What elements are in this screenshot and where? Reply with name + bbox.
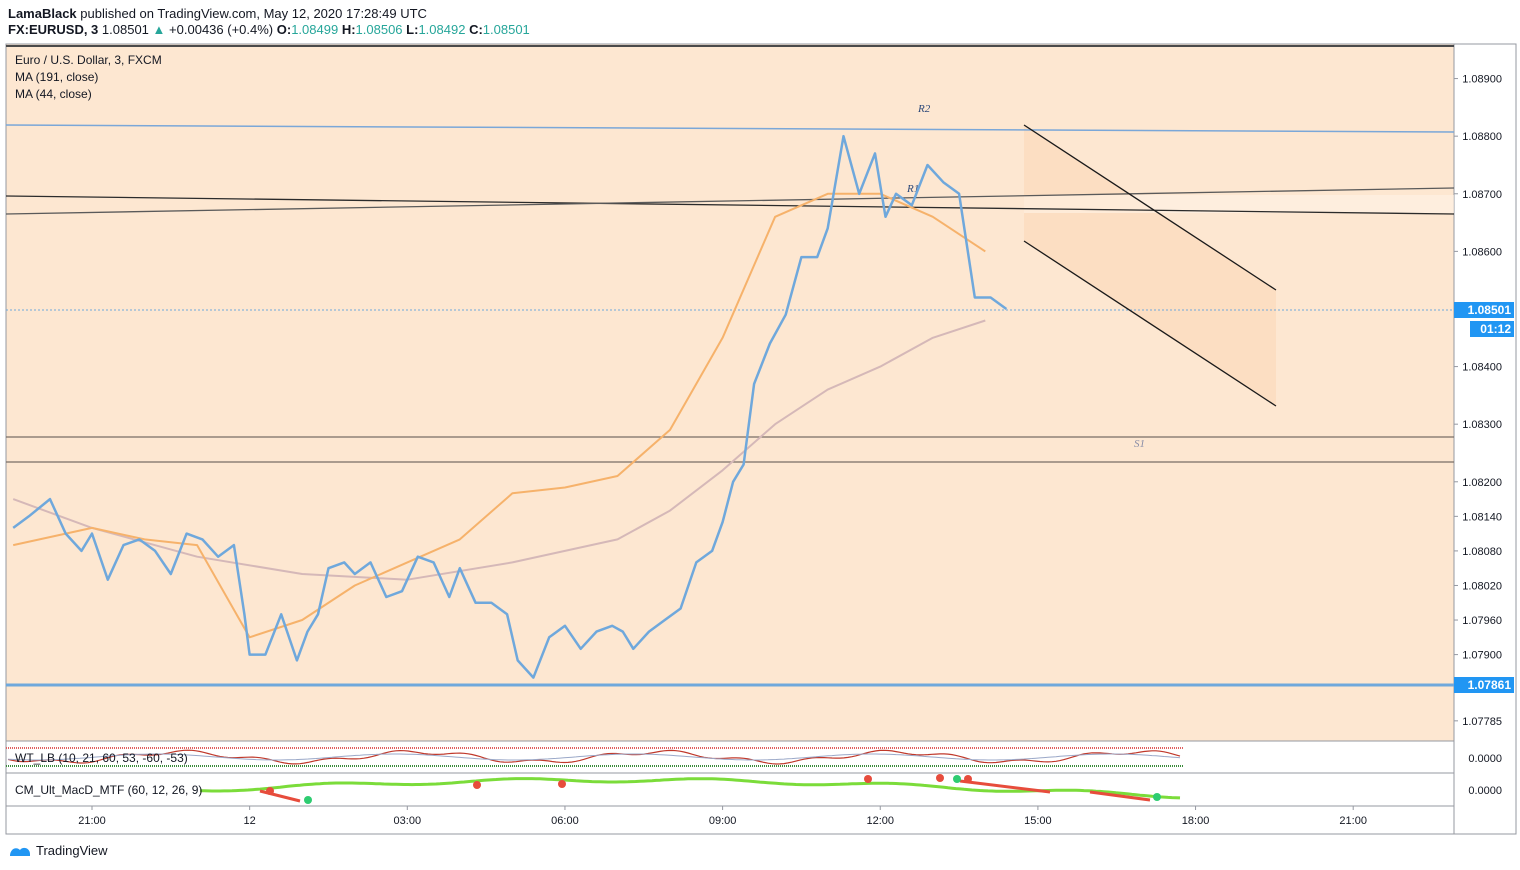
time-tick-label: 21:00 xyxy=(78,815,106,827)
wt-axis-value: 0.0000 xyxy=(1468,753,1502,765)
ma44-line xyxy=(12,192,986,639)
symbol-bar: FX:EURUSD, 3 1.08501 ▲ +0.00436 (+0.4%) … xyxy=(8,22,530,37)
time-tick-label: 12 xyxy=(244,815,256,827)
close-value: 1.08501 xyxy=(482,22,530,37)
price-tick-label: 1.08700 xyxy=(1462,189,1502,201)
price-tick-label: 1.08080 xyxy=(1462,546,1502,558)
high-value: 1.08506 xyxy=(355,22,403,37)
r1-upper-line[interactable] xyxy=(5,195,1455,215)
macd-cross-dot xyxy=(304,796,312,804)
price-line xyxy=(12,134,1008,679)
open-label: O: xyxy=(276,22,292,37)
macd-cross-dot xyxy=(964,775,972,783)
price-tick-label: 1.08600 xyxy=(1462,246,1502,258)
macd-cross-dot xyxy=(473,781,481,789)
price-tick-label: 1.08400 xyxy=(1462,362,1502,374)
macd-line xyxy=(199,777,1181,800)
countdown-badge-text: 01:12 xyxy=(1480,322,1511,336)
price-tick-label: 1.08900 xyxy=(1462,74,1502,86)
r2-trendline[interactable] xyxy=(5,124,1455,133)
price-tick-label: 1.07785 xyxy=(1462,716,1502,728)
wt-signal-line xyxy=(7,753,1181,761)
r1-zone xyxy=(1024,195,1454,213)
s1-label: S1 xyxy=(1134,438,1145,450)
low-value: 1.08492 xyxy=(418,22,466,37)
price-tick-label: 1.08140 xyxy=(1462,511,1502,523)
price-tick-label: 1.08300 xyxy=(1462,419,1502,431)
channel-upper-line[interactable] xyxy=(1023,124,1277,291)
time-tick-label: 03:00 xyxy=(394,815,422,827)
time-axis[interactable] xyxy=(5,805,1455,835)
macd-cross-dot xyxy=(558,780,566,788)
ma44-series xyxy=(12,192,986,639)
price-axis[interactable] xyxy=(1453,43,1517,835)
r2-label: R2 xyxy=(917,103,931,115)
open-value: 1.08499 xyxy=(291,22,339,37)
up-arrow-icon: ▲ xyxy=(152,22,166,37)
publish-text: published on TradingView.com, May 12, 20… xyxy=(80,6,427,21)
low-label: L: xyxy=(406,22,419,37)
main-pane[interactable] xyxy=(5,43,1455,742)
wt-wave-line xyxy=(7,749,1181,765)
wt-indicator-label[interactable]: WT_LB (10, 21, 60, 53, -60, -53) xyxy=(15,751,188,765)
publish-info: LamaBlack published on TradingView.com, … xyxy=(8,6,427,21)
legend-instrument[interactable]: Euro / U.S. Dollar, 3, FXCM xyxy=(15,53,162,67)
time-tick-label: 12:00 xyxy=(866,815,894,827)
tradingview-footer[interactable]: TradingView xyxy=(8,843,108,858)
symbol-label: FX:EURUSD, 3 xyxy=(8,22,99,37)
ma191-line xyxy=(12,319,986,581)
macd-cross-dot xyxy=(266,787,274,795)
macd-indicator-label[interactable]: CM_Ult_MacD_MTF (60, 12, 26, 9) xyxy=(15,783,203,797)
macd-cross-dot xyxy=(936,774,944,782)
macd-cross-dots xyxy=(266,774,1161,804)
time-tick-label: 09:00 xyxy=(709,815,737,827)
time-tick-label: 06:00 xyxy=(551,815,579,827)
macd-cross-dot xyxy=(1153,793,1161,801)
price-tick-label: 1.07960 xyxy=(1462,615,1502,627)
legend-ma44[interactable]: MA (44, close) xyxy=(15,87,92,101)
macd-axis-value: 0.0000 xyxy=(1468,785,1502,797)
time-tick-label: 21:00 xyxy=(1339,815,1367,827)
close-label: C: xyxy=(469,22,483,37)
countdown-badge xyxy=(1470,321,1514,337)
macd-cross-dot xyxy=(953,775,961,783)
tradingview-logo-icon xyxy=(10,847,30,856)
time-tick-label: 15:00 xyxy=(1024,815,1052,827)
high-label: H: xyxy=(341,22,356,37)
price-tick-label: 1.08200 xyxy=(1462,477,1502,489)
price-tick-label: 1.07900 xyxy=(1462,650,1502,662)
support-price-badge-text: 1.07861 xyxy=(1468,678,1512,692)
author-name[interactable]: LamaBlack xyxy=(8,6,77,21)
r1-lower-line[interactable] xyxy=(5,187,1455,215)
price-series xyxy=(12,134,1008,679)
ma191-series xyxy=(12,319,986,581)
change-value: +0.00436 (+0.4%) xyxy=(169,22,274,37)
last-price-badge-text: 1.08501 xyxy=(1468,303,1512,317)
price-tick-label: 1.08020 xyxy=(1462,580,1502,592)
legend-ma191[interactable]: MA (191, close) xyxy=(15,70,99,84)
channel-lower-line[interactable] xyxy=(1023,240,1277,407)
last-price: 1.08501 xyxy=(101,22,149,37)
time-tick-label: 18:00 xyxy=(1182,815,1210,827)
time-axis-ticks: 21:00 12 03:00 06:00 09:00 12:00 15:00 18:00 21:… xyxy=(78,806,1367,827)
footer-brand: TradingView xyxy=(36,843,108,858)
macd-cross-dot xyxy=(864,775,872,783)
last-price-badge xyxy=(1454,302,1514,318)
support-price-badge xyxy=(1454,677,1514,693)
price-tick-label: 1.08800 xyxy=(1462,131,1502,143)
price-axis-ticks: 1.089001.088001.087001.086001.085001.084… xyxy=(1454,74,1502,728)
